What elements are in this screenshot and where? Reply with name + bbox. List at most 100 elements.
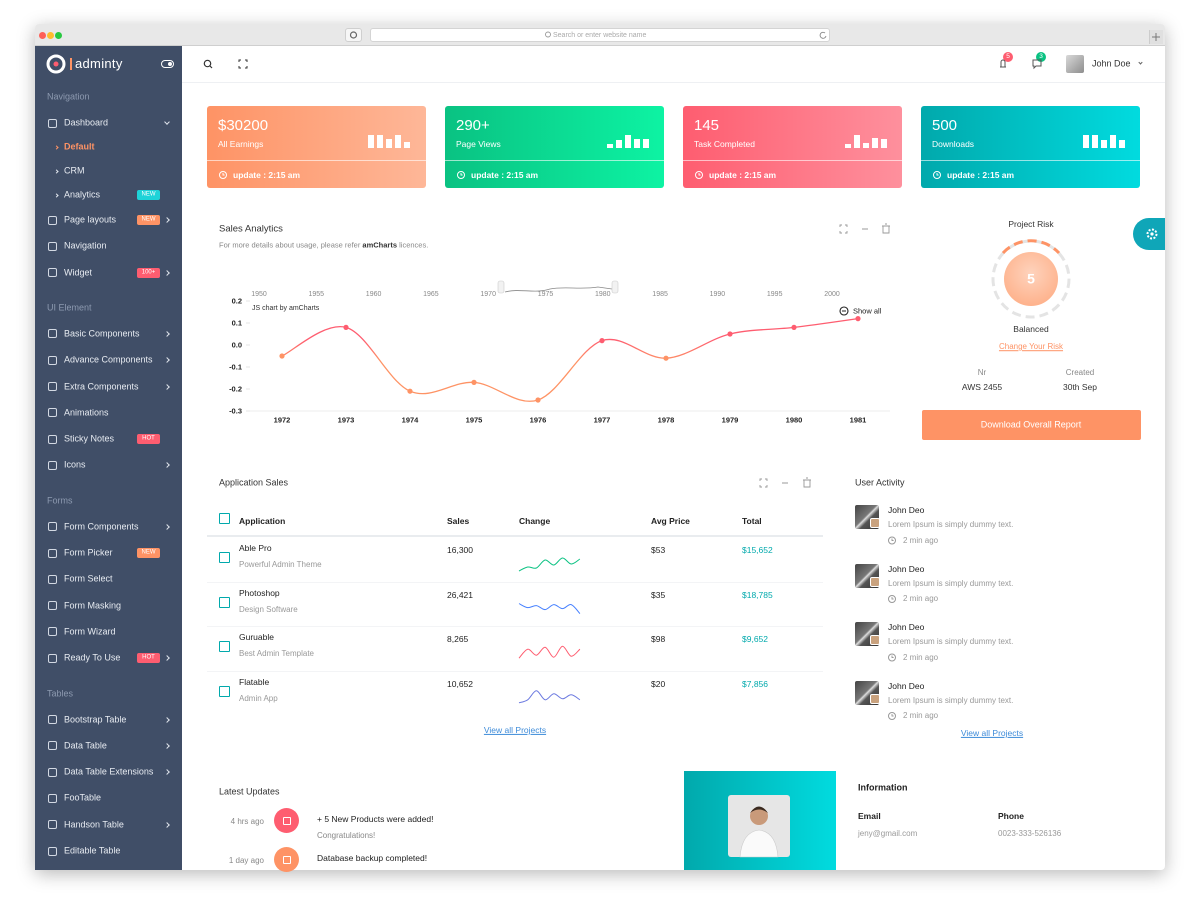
download-button[interactable] [922, 410, 1141, 440]
menu-icon [48, 434, 57, 444]
menu-badge-text: NEW [141, 191, 156, 198]
view-all-link[interactable]: View all Projects [960, 727, 1024, 738]
app-sales: 8,265 [447, 634, 469, 645]
update-time: 1 day ago [228, 856, 264, 866]
column-header: Change [519, 515, 551, 526]
address-bar [370, 28, 830, 42]
row-rule [207, 670, 823, 672]
menu-icon [48, 741, 57, 751]
menu-item[interactable]: Form Select [64, 573, 113, 584]
menu-badge-text: HOT [142, 435, 155, 442]
menu-item[interactable]: Widget [64, 267, 93, 278]
menu-icon [48, 767, 57, 777]
menu-item[interactable]: Form Picker [64, 547, 113, 558]
menu-icon [48, 601, 57, 611]
stat-label: All Earnings [218, 138, 264, 149]
chart-credit: JS chart by amCharts [252, 304, 320, 312]
menu-item[interactable]: Form Wizard [64, 626, 116, 637]
sidebar-section-title: UI Element [47, 302, 92, 313]
menu-item[interactable]: Animations [64, 407, 109, 418]
row-checkbox[interactable] [219, 596, 230, 608]
app-name: Guruable [239, 632, 274, 643]
activity-text: Lorem Ipsum is simply dummy text. [888, 578, 1014, 588]
row-checkbox[interactable] [219, 641, 230, 653]
menu-badge-text: HOT [142, 654, 155, 661]
view-all-link[interactable]: View all Projects [483, 724, 547, 735]
menu-item[interactable]: Data Table [64, 740, 107, 751]
app-name: Photoshop [239, 587, 280, 598]
menu-item[interactable]: Handson Table [64, 819, 124, 830]
menu-item[interactable]: Icons [64, 459, 86, 470]
update-title: Database backup completed! [317, 852, 428, 863]
y-tick-label: 0.2 [231, 296, 242, 306]
menu-badge [137, 267, 160, 278]
menu-icon [48, 241, 57, 251]
menu-item[interactable]: Bootstrap Table [64, 714, 127, 725]
x-tick-label: 1974 [401, 415, 419, 425]
submenu-item[interactable]: Default [64, 141, 95, 152]
menu-item[interactable]: Form Components [64, 521, 139, 532]
row-checkbox[interactable] [219, 552, 230, 563]
menu-icon [48, 355, 57, 365]
profile-photo [728, 795, 790, 857]
x-tick-label: 1972 [273, 415, 291, 425]
show-all-button[interactable]: Show all [853, 306, 882, 316]
y-tick-label: -0.1 [229, 362, 242, 372]
header-border [182, 82, 1165, 83]
menu-item[interactable]: Editable Table [64, 845, 121, 856]
menu-badge [137, 190, 160, 200]
user-avatar[interactable] [1066, 55, 1084, 73]
app-total: $7,856 [742, 678, 768, 689]
sidebar-section-title: Tables [47, 688, 74, 699]
field-value: 30th Sep [1062, 381, 1098, 392]
menu-icon [48, 215, 57, 225]
menu-item[interactable]: Basic Components [64, 328, 140, 339]
menu-item[interactable]: FooTable [64, 792, 102, 803]
risk-link[interactable]: Change Your Risk [998, 342, 1064, 352]
update-title: + 5 New Products were added! [317, 813, 434, 824]
menu-badge-text: 100+ [141, 269, 156, 275]
activity-name: John Deo [888, 504, 925, 515]
stat-divider [445, 160, 664, 161]
activity-name: John Deo [888, 563, 925, 574]
menu-item[interactable]: Dashboard [64, 117, 109, 128]
field-label: Created [1065, 368, 1095, 378]
note-end: licences. [397, 240, 429, 250]
sidebar-section-title: Forms [47, 495, 73, 506]
brand-name: adminty [75, 56, 123, 72]
menu-icon [48, 382, 57, 391]
message-badge [1036, 52, 1046, 62]
app-price: $35 [651, 589, 666, 600]
menu-item[interactable]: Data Table Extensions [64, 766, 154, 777]
download-button-label[interactable]: Download Overall Report [980, 419, 1082, 430]
menu-item[interactable]: Sticky Notes [64, 433, 115, 444]
menu-icon [48, 793, 57, 803]
header-checkbox[interactable] [219, 513, 230, 524]
menu-item[interactable]: Page layouts [64, 214, 117, 225]
row-checkbox[interactable] [219, 685, 230, 697]
menu-item[interactable]: Ready To Use [64, 652, 121, 663]
update-icon [274, 847, 299, 872]
menu-badge [137, 548, 160, 558]
column-header: Total [742, 515, 762, 526]
row-rule [207, 581, 823, 583]
address-placeholder[interactable]: Search or enter website name [553, 31, 647, 39]
menu-item[interactable]: Form Masking [64, 600, 122, 611]
user-name[interactable]: John Doe [1092, 58, 1131, 69]
submenu-item[interactable]: Analytics [64, 189, 101, 200]
menu-item[interactable]: Advance Components [64, 354, 153, 365]
update-time: 4 hrs ago [230, 817, 264, 827]
menu-item[interactable]: Navigation [64, 240, 107, 251]
field-value: AWS 2455 [961, 381, 1003, 392]
info-label: Phone [998, 810, 1024, 821]
note-link[interactable]: amCharts [362, 240, 398, 250]
navigator-year: 1995 [766, 290, 783, 298]
card-title: User Activity [855, 477, 905, 488]
y-tick-label: -0.3 [229, 406, 242, 416]
stat-label: Task Completed [694, 138, 755, 149]
menu-item[interactable]: Extra Components [64, 381, 139, 392]
settings-tab[interactable] [1133, 218, 1165, 250]
app-price: $53 [651, 544, 666, 555]
submenu-item[interactable]: CRM [64, 165, 85, 176]
menu-icon [48, 548, 57, 558]
